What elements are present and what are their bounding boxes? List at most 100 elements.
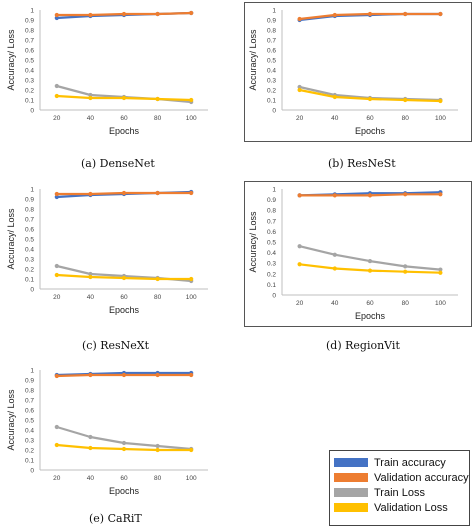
legend-swatch-train-loss <box>334 488 368 497</box>
data-point-validation-loss <box>297 87 302 93</box>
y-tick-label: 0 <box>272 108 276 115</box>
legend-label-validation-accuracy: Validation accuracy <box>374 471 469 484</box>
data-point-validation-accuracy <box>54 12 59 18</box>
data-point-validation-accuracy <box>88 12 93 18</box>
y-axis-label: Accuracy/ Loss <box>6 389 16 451</box>
x-tick-label: 100 <box>186 294 197 301</box>
y-tick-label: 0.6 <box>25 48 34 55</box>
x-tick-label: 20 <box>296 300 304 307</box>
data-point-validation-accuracy <box>121 190 127 196</box>
data-point-validation-loss <box>332 266 337 271</box>
data-point-validation-loss <box>367 268 373 273</box>
data-point-validation-accuracy <box>332 193 337 198</box>
y-tick-label: 0.2 <box>25 88 34 95</box>
data-point-validation-loss <box>438 270 443 275</box>
legend-swatch-validation-accuracy <box>334 473 368 482</box>
y-tick-label: 1 <box>30 187 34 194</box>
data-point-validation-loss <box>121 275 127 281</box>
data-point-train-loss <box>121 440 127 446</box>
data-point-validation-loss <box>121 95 127 101</box>
data-point-validation-loss <box>438 98 443 104</box>
data-point-validation-accuracy <box>367 193 373 198</box>
x-tick-label: 60 <box>120 115 128 122</box>
y-tick-label: 1 <box>30 8 34 15</box>
data-point-validation-loss <box>189 447 194 453</box>
data-point-validation-loss <box>189 276 194 282</box>
data-point-validation-loss <box>403 269 408 274</box>
data-point-validation-loss <box>88 95 93 101</box>
legend-item-train-loss: Train Loss <box>334 485 465 500</box>
caption-carit: (e) CaRiT <box>89 512 142 525</box>
data-point-validation-accuracy <box>189 190 194 196</box>
x-tick-label: 40 <box>87 475 95 482</box>
data-point-validation-loss <box>54 272 59 278</box>
data-point-train-accuracy <box>54 194 59 200</box>
y-tick-label: 0.5 <box>267 58 276 65</box>
data-point-train-loss <box>403 264 408 269</box>
x-tick-label: 20 <box>296 115 304 122</box>
legend-swatch-validation-loss <box>334 503 368 512</box>
legend-label-validation-loss: Validation Loss <box>374 501 448 514</box>
y-tick-label: 0.5 <box>267 240 276 247</box>
y-tick-label: 0.2 <box>267 88 276 95</box>
chart-panel-resnext: 0 0.1 0.2 0.3 0.4 0.5 0.6 0.7 0.8 0.9 1 20 40 60 80 100… <box>2 181 222 321</box>
data-point-train-loss <box>54 263 59 269</box>
y-tick-label: 0.8 <box>267 208 276 215</box>
y-tick-label: 0.4 <box>25 428 34 435</box>
x-axis-label: Epochs <box>109 305 140 315</box>
data-point-train-loss <box>88 271 93 277</box>
legend: Train accuracy Validation accuracy Train… <box>329 450 470 526</box>
caption-resnext: (c) ResNeXt <box>82 339 150 352</box>
y-tick-label: 0.8 <box>25 28 34 35</box>
data-point-validation-accuracy <box>438 11 443 17</box>
y-tick-label: 0.3 <box>267 261 276 268</box>
data-point-validation-accuracy <box>155 11 160 17</box>
x-axis-label: Epochs <box>109 486 140 496</box>
y-tick-label: 0.9 <box>25 378 34 385</box>
x-tick-label: 40 <box>331 300 339 307</box>
data-point-validation-loss <box>367 96 373 102</box>
data-point-validation-loss <box>88 274 93 280</box>
y-tick-label: 0.9 <box>267 197 276 204</box>
chart-panel-carit: 0 0.1 0.2 0.3 0.4 0.5 0.6 0.7 0.8 0.9 1 20 40 60 80 100… <box>2 362 222 502</box>
x-tick-label: 100 <box>435 300 446 307</box>
x-tick-label: 40 <box>87 115 95 122</box>
y-tick-label: 0.6 <box>267 229 276 236</box>
y-tick-label: 0.7 <box>267 218 276 225</box>
legend-item-validation-accuracy: Validation accuracy <box>334 470 469 485</box>
y-tick-label: 0.4 <box>25 68 34 75</box>
y-tick-label: 0.3 <box>25 257 34 264</box>
y-axis-label: Accuracy/ Loss <box>248 29 258 91</box>
data-point-train-loss <box>88 92 93 98</box>
chart-resnest: 0 0.1 0.2 0.3 0.4 0.5 0.6 0.7 0.8 0.9 1 20 40 60 80 100… <box>244 2 472 142</box>
data-point-validation-loss <box>121 446 127 452</box>
y-tick-label: 0.7 <box>25 217 34 224</box>
data-point-validation-loss <box>155 447 160 453</box>
y-tick-label: 0.1 <box>25 98 34 105</box>
caption-regionvit: (d) RegionVit <box>326 339 400 352</box>
caption-densenet: (a) DenseNet <box>81 157 155 170</box>
data-point-validation-accuracy <box>189 372 194 378</box>
y-tick-label: 0.1 <box>25 458 34 465</box>
data-point-train-loss <box>438 267 443 272</box>
caption-resnest: (b) ResNeSt <box>328 157 396 170</box>
y-tick-label: 0.4 <box>267 68 276 75</box>
y-tick-label: 0 <box>30 108 34 115</box>
y-tick-label: 0.9 <box>25 197 34 204</box>
y-tick-label: 0.5 <box>25 58 34 65</box>
data-point-validation-loss <box>54 442 59 448</box>
data-point-validation-accuracy <box>332 12 337 18</box>
x-tick-label: 80 <box>154 475 162 482</box>
chart-carit: 0 0.1 0.2 0.3 0.4 0.5 0.6 0.7 0.8 0.9 1 20 40 60 80 100… <box>6 368 208 496</box>
data-point-validation-accuracy <box>155 372 160 378</box>
data-point-train-loss <box>54 83 59 89</box>
data-point-train-loss <box>332 252 337 257</box>
y-tick-label: 0.2 <box>25 448 34 455</box>
data-point-train-loss <box>155 443 160 449</box>
x-tick-label: 20 <box>53 294 61 301</box>
y-axis-label: Accuracy/ Loss <box>248 211 258 273</box>
chart-resnext: 0 0.1 0.2 0.3 0.4 0.5 0.6 0.7 0.8 0.9 1 20 40 60 80 100… <box>6 187 208 315</box>
data-point-validation-loss <box>189 97 194 103</box>
y-tick-label: 0.9 <box>25 18 34 25</box>
y-tick-label: 0.3 <box>267 78 276 85</box>
